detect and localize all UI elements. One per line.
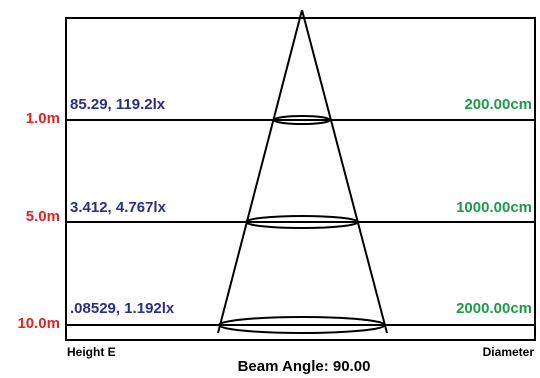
height-e-axis-label: Height E: [67, 345, 116, 359]
diameter-label-2: 1000.00cm: [456, 199, 532, 216]
height-label-3: 10.0m: [17, 315, 60, 332]
diagram-frame: [65, 17, 536, 341]
beam-ellipse-2: [245, 215, 359, 229]
height-label-2: 5.0m: [25, 208, 60, 225]
illuminance-label-3: .08529, 1.192lx: [70, 300, 175, 317]
beam-ellipse-1: [273, 115, 331, 125]
beam-left-edge: [217, 9, 303, 334]
beam-angle-label: Beam Angle: 90.00: [237, 358, 371, 375]
illuminance-label-1: 85.29, 119.2lx: [70, 96, 166, 113]
beam-right-edge: [301, 9, 388, 334]
beam-ellipse-3: [218, 316, 386, 334]
height-label-1: 1.0m: [25, 110, 60, 127]
diameter-label-1: 200.00cm: [464, 96, 532, 113]
illuminance-label-2: 3.412, 4.767lx: [70, 199, 166, 216]
diameter-label-3: 2000.00cm: [456, 300, 532, 317]
diameter-axis-label: Diameter: [482, 345, 534, 359]
